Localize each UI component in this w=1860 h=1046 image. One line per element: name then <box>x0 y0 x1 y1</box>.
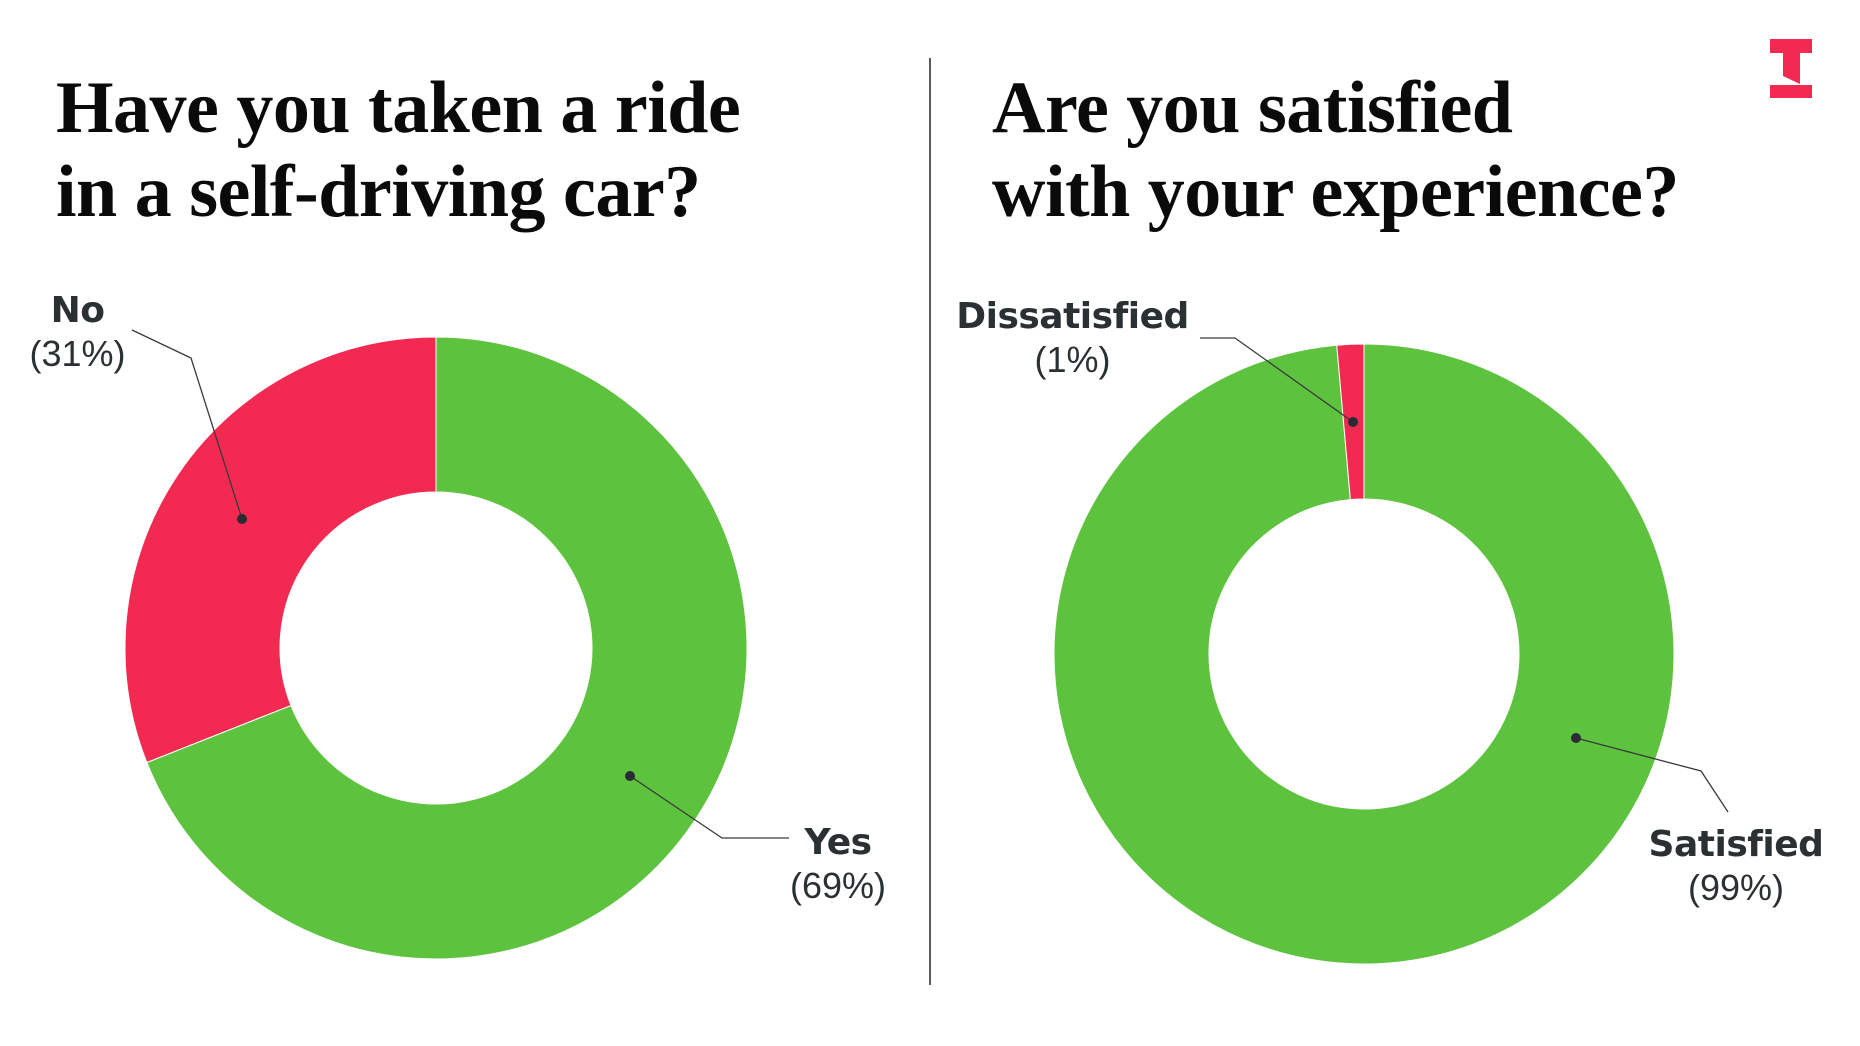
donut-chart-satisfaction <box>1053 343 1675 965</box>
label-yes: Yes (69%) <box>778 822 898 908</box>
right-title-line-1: Are you satisfied <box>992 67 1513 149</box>
leader-line-no <box>131 329 243 520</box>
label-no-pct: (31%) <box>29 333 126 374</box>
leader-dots <box>237 417 1581 781</box>
right-chart-title: Are you satisfied with your experience? <box>992 66 1679 234</box>
left-title-line-1: Have you taken a ride <box>56 67 741 149</box>
brand-logo-icon <box>1770 39 1812 98</box>
leader-dot-no <box>237 514 247 524</box>
leader-dot-satisfied <box>1571 733 1581 743</box>
label-no-name: No <box>50 290 105 331</box>
donut-slice-satisfied <box>1053 343 1675 965</box>
donut-chart-ride <box>124 336 748 960</box>
left-title-line-2: in a self-driving car? <box>56 151 701 233</box>
leader-line-satisfied <box>1575 737 1729 813</box>
label-satisfied-pct: (99%) <box>1687 867 1785 908</box>
donut-slice-no <box>124 336 437 764</box>
right-title-line-2: with your experience? <box>992 151 1679 233</box>
label-dissatisfied-pct: (1%) <box>1034 339 1111 380</box>
label-yes-pct: (69%) <box>789 865 887 906</box>
leader-lines <box>131 329 1729 839</box>
left-chart-title: Have you taken a ride in a self-driving … <box>56 66 741 234</box>
donut-slice-yes <box>146 336 748 960</box>
label-satisfied-name: Satisfied <box>1648 824 1824 865</box>
label-dissatisfied-name: Dissatisfied <box>956 296 1189 337</box>
leader-line-yes <box>629 775 789 839</box>
label-satisfied: Satisfied (99%) <box>1640 824 1832 910</box>
leader-dot-dissatisfied <box>1348 417 1358 427</box>
label-no: No (31%) <box>20 290 135 376</box>
leader-dot-yes <box>625 771 635 781</box>
leader-line-dissatisfied <box>1200 337 1354 423</box>
label-yes-name: Yes <box>804 822 872 863</box>
label-dissatisfied: Dissatisfied (1%) <box>950 296 1195 382</box>
panel-divider <box>929 58 931 985</box>
